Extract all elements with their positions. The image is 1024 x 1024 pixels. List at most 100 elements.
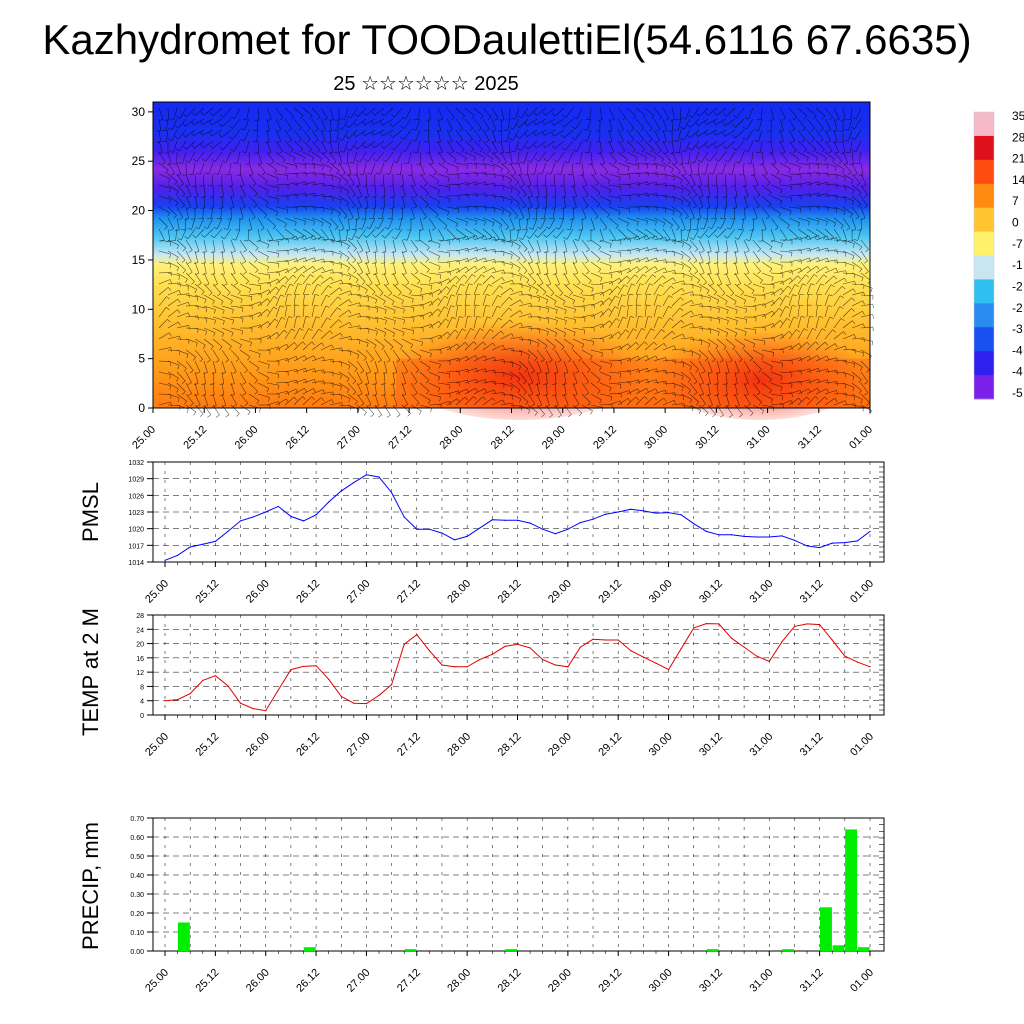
wind-barb: [500, 173, 512, 180]
wind-barb-flag: [448, 187, 451, 192]
wind-barb-flag: [770, 399, 773, 404]
wind-barb: [833, 206, 846, 212]
wind-barb: [329, 206, 341, 214]
x-tick-label: 29.00: [546, 578, 574, 606]
wind-barb-flag: [167, 138, 172, 142]
wind-barb-flag: [799, 304, 804, 306]
wind-barb-flag: [818, 181, 820, 186]
wind-barb-flag: [176, 267, 180, 272]
wind-barb-flag: [231, 332, 234, 337]
wind-barb: [302, 172, 315, 175]
wind-barb: [860, 173, 867, 185]
wind-barb: [400, 162, 403, 175]
wind-barb: [671, 217, 680, 228]
wind-barb: [563, 239, 568, 252]
wind-barb: [464, 294, 467, 307]
wind-barb: [572, 360, 580, 372]
wind-barb: [653, 118, 661, 130]
wind-barb: [230, 239, 236, 252]
wind-barb: [842, 250, 855, 256]
wind-barb: [401, 250, 406, 263]
wind-barb: [743, 371, 749, 384]
wind-barb: [824, 390, 837, 395]
wind-barb: [806, 181, 819, 186]
wind-barb: [293, 294, 296, 307]
wind-barb: [428, 320, 439, 329]
wind-barb: [788, 249, 801, 252]
wind-barb-flag: [744, 393, 749, 396]
wind-barb-flag: [780, 376, 783, 381]
wind-barb-flag: [318, 236, 322, 241]
data-point: [504, 519, 506, 521]
wind-barb-flag: [336, 170, 340, 175]
wind-barb-flag: [464, 396, 468, 401]
wind-barb-flag: [768, 203, 772, 208]
wind-barb: [743, 272, 752, 283]
wind-barb: [626, 355, 639, 362]
wind-barb: [221, 261, 225, 274]
wind-barb: [256, 129, 259, 142]
wind-barb-flag: [636, 221, 639, 226]
wind-barb: [248, 195, 258, 206]
wind-barb: [383, 382, 386, 395]
wind-barb: [284, 379, 297, 384]
wind-barb-flag: [288, 316, 293, 319]
wind-barb-flag: [852, 265, 855, 270]
wind-barb: [779, 392, 792, 395]
wind-barb: [626, 162, 639, 166]
wind-barb-flag: [675, 227, 680, 231]
wind-barb: [302, 217, 315, 222]
data-point: [328, 678, 330, 680]
wind-barb: [158, 140, 163, 153]
wind-barb: [248, 349, 261, 355]
wind-barb: [599, 162, 609, 173]
wind-barb: [302, 129, 311, 140]
wind-barb: [275, 390, 288, 395]
wind-barb-flag: [646, 220, 648, 226]
wind-barb-flag: [264, 141, 270, 143]
wind-barb: [815, 396, 826, 406]
wind-barb: [536, 184, 540, 197]
wind-barb: [455, 305, 459, 318]
wind-barb: [743, 382, 749, 395]
wind-barb: [680, 217, 686, 230]
wind-barb: [662, 107, 669, 119]
wind-barb-flag: [724, 301, 728, 305]
wind-barb-flag: [358, 382, 363, 385]
wind-barb: [752, 184, 761, 196]
wind-barb: [358, 228, 367, 239]
wind-barb-flag: [169, 374, 171, 379]
wind-barb-flag: [265, 201, 269, 206]
wind-barb-flag: [375, 172, 380, 175]
wind-barb-flag: [296, 369, 298, 374]
wind-barb: [167, 272, 180, 276]
wind-barb: [680, 300, 692, 307]
wind-barb: [770, 280, 783, 285]
wind-barb-flag: [646, 355, 649, 360]
data-point: [542, 528, 544, 530]
wind-barb-flag: [571, 345, 575, 350]
wind-barb-flag: [700, 340, 703, 346]
wind-barb-flag: [463, 274, 468, 278]
wind-barb-flag: [176, 388, 179, 393]
wind-barb-flag: [188, 173, 193, 176]
wind-barb-flag: [469, 139, 473, 143]
wind-barb: [320, 317, 328, 329]
wind-barb: [248, 312, 261, 318]
wind-barb-flag: [518, 237, 523, 240]
data-point: [831, 542, 833, 544]
wind-barb: [626, 305, 629, 318]
wind-barb: [770, 140, 774, 153]
wind-barb: [653, 370, 666, 373]
wind-barb: [194, 404, 204, 414]
wind-barb: [320, 162, 332, 169]
wind-barb-flag: [384, 309, 387, 314]
wind-barb: [446, 151, 457, 160]
wind-barb-flag: [654, 266, 658, 271]
wind-barb: [203, 316, 216, 321]
wind-barb: [758, 129, 763, 142]
wind-barb: [179, 140, 187, 152]
wind-barb: [617, 118, 624, 130]
wind-barb-flag: [232, 309, 234, 314]
wind-barb-flag: [800, 237, 802, 242]
